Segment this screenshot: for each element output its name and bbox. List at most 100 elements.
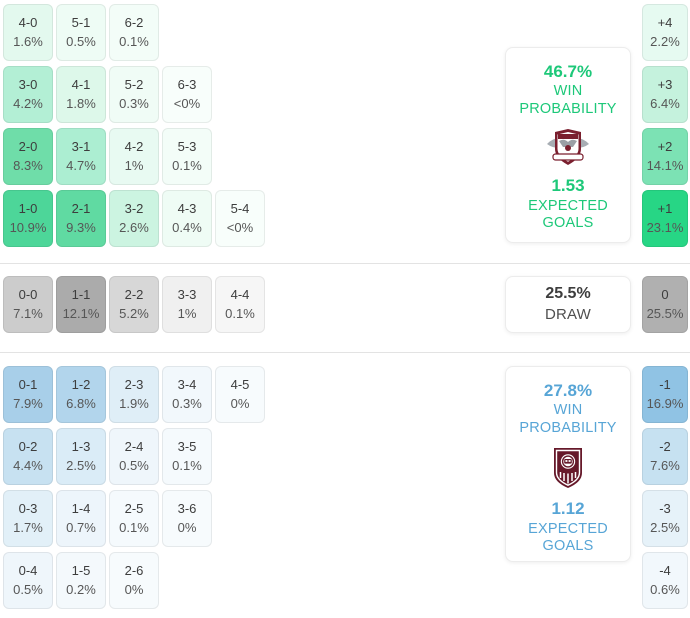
cell-probability: 12.1%	[62, 305, 100, 321]
cell-probability: 0.1%	[172, 457, 202, 473]
cell-probability: 2.5%	[650, 519, 680, 535]
score-row: -1 16.9%	[642, 366, 688, 423]
cell-probability: 4.7%	[66, 157, 96, 173]
cell-score: 0-0	[18, 286, 38, 302]
score-cell-2-6: 2-6 0%	[109, 552, 159, 609]
cell-probability: 0.6%	[650, 581, 680, 597]
home-score-grid: 4-0 1.6% 5-1 0.5% 6-2 0.1% 3-0 4.2% 4-1 1.8% 5-2 0.…	[3, 4, 265, 252]
cell-score: 0-2	[18, 438, 38, 454]
score-row: -4 0.6%	[642, 552, 688, 609]
score-cell-1-0: 1-0 10.9%	[3, 190, 53, 247]
score-cell-3-2: 3-2 2.6%	[109, 190, 159, 247]
score-cell-5-1: 5-1 0.5%	[56, 4, 106, 61]
home-win-probability-value: 46.7%	[543, 62, 593, 81]
score-cell-0-4: 0-4 0.5%	[3, 552, 53, 609]
cell-score: -4	[659, 562, 671, 578]
score-cell-2-0: 2-0 8.3%	[3, 128, 53, 185]
cell-score: 4-1	[71, 76, 91, 92]
cell-probability: <0%	[226, 219, 254, 235]
cell-score: -3	[659, 500, 671, 516]
goal-diff-cell--2: -2 7.6%	[642, 428, 688, 485]
cell-probability: 1.9%	[119, 395, 149, 411]
cell-score: +1	[657, 200, 673, 216]
draw-probability-value: 25.5%	[545, 285, 591, 303]
cell-score: 2-2	[124, 286, 144, 302]
cell-probability: 0.5%	[13, 581, 43, 597]
score-cell-5-2: 5-2 0.3%	[109, 66, 159, 123]
cell-probability: 0%	[124, 581, 144, 597]
cell-score: 3-6	[177, 500, 197, 516]
cell-score: 4-2	[124, 138, 144, 154]
cell-probability: 23.1%	[646, 219, 684, 235]
cell-score: 0-4	[18, 562, 38, 578]
score-row: 0-4 0.5% 1-5 0.2% 2-6 0%	[3, 552, 265, 609]
score-row: 4-0 1.6% 5-1 0.5% 6-2 0.1%	[3, 4, 265, 61]
away-win-probability-value: 27.8%	[543, 381, 593, 400]
score-cell-1-5: 1-5 0.2%	[56, 552, 106, 609]
home-expected-goals-label: EXPECTED GOALS	[528, 197, 608, 232]
section-divider-top	[0, 263, 690, 264]
goal-diff-cell--4: -4 0.6%	[642, 552, 688, 609]
score-row: -2 7.6%	[642, 428, 688, 485]
score-cell-2-5: 2-5 0.1%	[109, 490, 159, 547]
cell-score: 3-1	[71, 138, 91, 154]
away-team-crest-icon	[551, 447, 585, 489]
away-xg-text: 1.12 EXPECTED GOALS	[528, 498, 608, 555]
goal-diff-column-home: +4 2.2% +3 6.4% +2 14.1% +1 23.1%	[642, 4, 688, 252]
cell-probability: 7.6%	[650, 457, 680, 473]
home-expected-goals-value: 1.53	[551, 176, 585, 196]
goal-diff-cell-+2: +2 14.1%	[642, 128, 688, 185]
cell-probability: <0%	[173, 95, 201, 111]
cell-probability: 10.9%	[9, 219, 47, 235]
cell-probability: 1.8%	[66, 95, 96, 111]
cell-score: +3	[657, 76, 673, 92]
cell-score: 1-3	[71, 438, 91, 454]
score-row: +2 14.1%	[642, 128, 688, 185]
cell-probability: 6.8%	[66, 395, 96, 411]
score-cell-3-6: 3-6 0%	[162, 490, 212, 547]
cell-score: 2-3	[124, 376, 144, 392]
cell-score: 1-2	[71, 376, 91, 392]
score-cell-5-3: 5-3 0.1%	[162, 128, 212, 185]
cell-probability: 0%	[177, 519, 197, 535]
score-row: 0-1 7.9% 1-2 6.8% 2-3 1.9% 3-4 0.3% 4-5 0%	[3, 366, 265, 423]
cell-score: 2-1	[71, 200, 91, 216]
cell-score: +4	[657, 14, 673, 30]
cell-score: 1-5	[71, 562, 91, 578]
score-cell-3-4: 3-4 0.3%	[162, 366, 212, 423]
cell-score: 3-2	[124, 200, 144, 216]
cell-probability: 4.4%	[13, 457, 43, 473]
score-cell-2-1: 2-1 9.3%	[56, 190, 106, 247]
score-row: 0-0 7.1% 1-1 12.1% 2-2 5.2% 3-3 1% 4-4 0.1%	[3, 276, 265, 333]
cell-probability: 0.2%	[66, 581, 96, 597]
draw-summary-box: 25.5% DRAW	[505, 276, 631, 333]
away-win-summary-box: 27.8% WIN PROBABILITY 1.12 EXPECTED	[505, 366, 631, 562]
draw-label: DRAW	[544, 306, 592, 324]
score-cell-4-5: 4-5 0%	[215, 366, 265, 423]
cell-score: 1-0	[18, 200, 38, 216]
cell-probability: 1%	[124, 157, 144, 173]
cell-probability: 25.5%	[646, 305, 684, 321]
cell-score: 0-3	[18, 500, 38, 516]
cell-probability: 0.4%	[172, 219, 202, 235]
score-cell-5-4: 5-4 <0%	[215, 190, 265, 247]
section-divider-bottom	[0, 352, 690, 353]
cell-score: 5-3	[177, 138, 197, 154]
cell-probability: 1.7%	[13, 519, 43, 535]
away-win-probability-label: WIN PROBABILITY	[519, 402, 617, 436]
score-cell-4-4: 4-4 0.1%	[215, 276, 265, 333]
cell-score: 6-3	[177, 76, 197, 92]
cell-score: 5-1	[71, 14, 91, 30]
cell-probability: 4.2%	[13, 95, 43, 111]
cell-probability: 0%	[230, 395, 250, 411]
away-score-grid: 0-1 7.9% 1-2 6.8% 2-3 1.9% 3-4 0.3% 4-5 0% 0-2 4.4%…	[3, 366, 265, 614]
cell-score: -2	[659, 438, 671, 454]
cell-probability: 7.9%	[13, 395, 43, 411]
score-row: -3 2.5%	[642, 490, 688, 547]
score-row: 1-0 10.9% 2-1 9.3% 3-2 2.6% 4-3 0.4% 5-4 <0%	[3, 190, 265, 247]
score-cell-1-1: 1-1 12.1%	[56, 276, 106, 333]
cell-score: 4-5	[230, 376, 250, 392]
cell-probability: 9.3%	[66, 219, 96, 235]
cell-score: +2	[657, 138, 673, 154]
